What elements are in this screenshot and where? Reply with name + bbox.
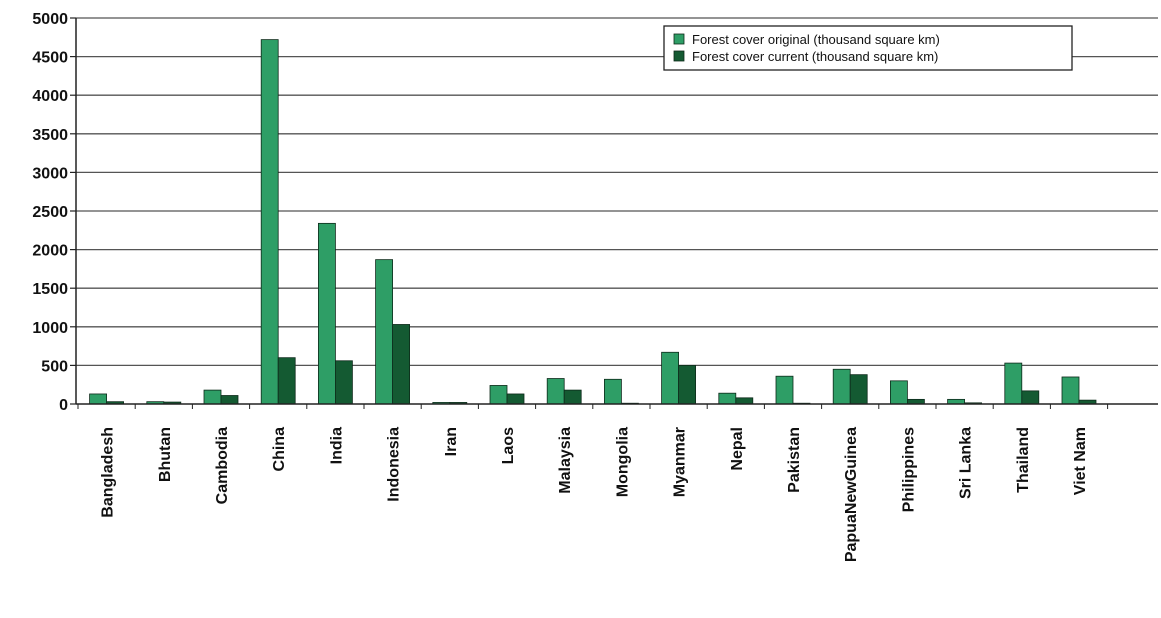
x-tick-label: Nepal — [729, 427, 746, 471]
y-tick-label: 2500 — [32, 204, 68, 221]
x-tick-label: Indonesia — [386, 427, 403, 502]
bar — [849, 374, 868, 405]
bar — [563, 389, 582, 405]
y-tick-label: 2000 — [32, 243, 68, 260]
bar — [1061, 376, 1080, 405]
x-tick-label: Bhutan — [157, 427, 174, 482]
bar — [506, 393, 525, 405]
y-tick-label: 3000 — [32, 165, 68, 182]
x-tick-label: Sri Lanka — [958, 427, 975, 499]
y-tick-label: 0 — [59, 397, 68, 414]
legend-label: Forest cover original (thousand square k… — [692, 32, 940, 47]
legend-swatch — [673, 50, 685, 62]
bar — [832, 368, 851, 405]
legend-label: Forest cover current (thousand square km… — [692, 49, 938, 64]
bar — [489, 385, 508, 405]
y-tick-label: 5000 — [32, 11, 68, 28]
bar — [203, 389, 222, 405]
y-tick-label: 4000 — [32, 88, 68, 105]
bar — [89, 393, 107, 405]
x-tick-label: Bangladesh — [100, 427, 117, 518]
bar — [260, 39, 279, 405]
bar — [375, 259, 394, 405]
x-tick-label: Myanmar — [672, 427, 689, 497]
y-tick-label: 1000 — [32, 320, 68, 337]
x-tick-label: Iran — [443, 427, 460, 456]
legend-box — [663, 25, 1073, 71]
bar — [890, 380, 908, 405]
x-tick-label: China — [271, 427, 288, 472]
y-tick-label: 1500 — [32, 281, 68, 298]
legend: Forest cover original (thousand square k… — [663, 25, 1073, 71]
x-tick-label: Pakistan — [786, 427, 803, 493]
x-tick-label: Viet Nam — [1072, 427, 1089, 495]
y-axis-ticks: 0 500 1000 1500 2000 2500 3000 3500 4000 4500 5000 — [32, 11, 76, 414]
grid-lines — [76, 17, 1158, 367]
y-tick-label: 500 — [41, 358, 68, 375]
bar — [277, 357, 296, 405]
bar — [546, 378, 565, 405]
x-tick-label: Cambodia — [214, 427, 231, 504]
bar — [661, 351, 679, 405]
x-tick-label: India — [328, 427, 345, 464]
bar — [317, 222, 336, 405]
x-axis-ticks: Bangladesh Bhutan Cambodia China India Indone… — [77, 404, 1109, 562]
bar — [1021, 390, 1040, 405]
bar — [1004, 362, 1023, 405]
bar — [735, 397, 754, 405]
y-tick-label: 3500 — [32, 127, 68, 144]
x-tick-label: PapuaNewGuinea — [843, 427, 860, 562]
x-tick-label: Laos — [500, 427, 517, 464]
legend-swatch — [673, 33, 685, 45]
bar — [718, 392, 737, 405]
x-tick-label: Mongolia — [614, 427, 631, 497]
bar — [678, 364, 696, 405]
axes — [75, 18, 1158, 405]
x-tick-label: Malaysia — [557, 427, 574, 494]
bar — [604, 378, 622, 405]
bars — [89, 39, 1097, 405]
x-tick-label: Philippines — [900, 427, 917, 512]
x-tick-label: Thailand — [1015, 427, 1032, 493]
bar — [775, 375, 794, 405]
bar — [334, 360, 353, 405]
y-tick-label: 4500 — [32, 50, 68, 67]
bar — [220, 395, 239, 405]
bar — [392, 324, 411, 405]
